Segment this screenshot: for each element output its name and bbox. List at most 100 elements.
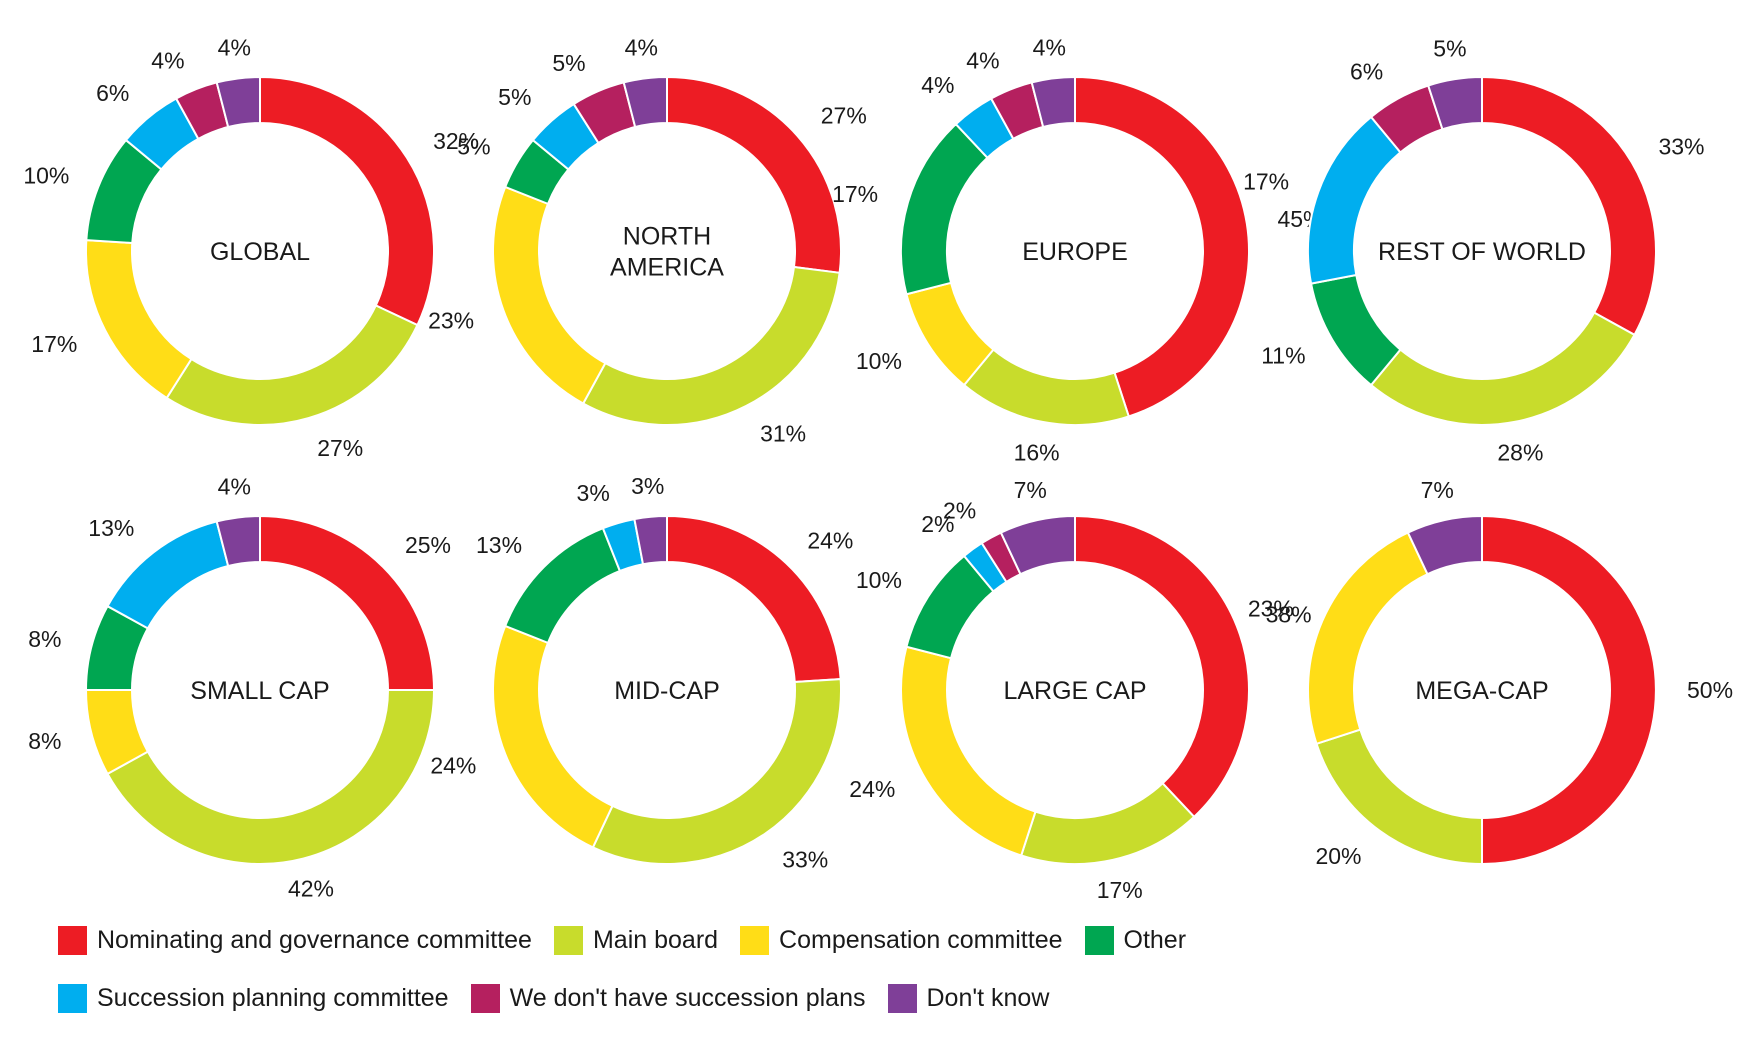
donut-slice-mid-cap-main-board xyxy=(591,678,842,865)
data-label-small-cap-dont-know: 4% xyxy=(218,474,251,500)
data-label-mid-cap-dont-know: 3% xyxy=(631,473,664,499)
legend-swatch-nominating xyxy=(58,925,87,955)
donut-slice-rest-of-world-main-board xyxy=(1369,311,1636,426)
data-label-europe-no-plans: 4% xyxy=(966,47,999,73)
donut-slice-small-cap-main-board xyxy=(106,689,436,865)
donut-large-cap: 38% 17% 24% 10% 2%2% 7% LARGE CAP xyxy=(849,477,1311,903)
data-label-small-cap-main-board: 42% xyxy=(288,876,334,902)
data-label-rest-of-world-other: 11% xyxy=(1261,342,1305,368)
donut-global: 32% 27% 17% 10% 6% 4% 4% GLOBAL xyxy=(23,35,479,461)
data-label-mega-cap-compensation: 23% xyxy=(1248,596,1294,622)
donut-slice-europe-main-board xyxy=(962,348,1131,426)
legend-label-succession: Succession planning committee xyxy=(97,983,449,1012)
donut-rest-of-world: 33% 28% 11% 17% 6% 5% REST OF WORLD xyxy=(1243,36,1704,466)
data-label-mid-cap-compensation: 24% xyxy=(430,752,476,778)
legend-swatch-succession xyxy=(58,983,87,1013)
legend-swatch-other xyxy=(1084,925,1114,955)
legend-row-1: Nominating and governance committee Main… xyxy=(58,922,1358,958)
donut-small-cap: 25% 42% 8% 8% 13% 4% SMALL CAP xyxy=(28,474,451,902)
data-label-small-cap-nominating: 25% xyxy=(405,532,451,558)
data-label-global-dont-know: 4% xyxy=(218,35,251,61)
donut-slice-north-america-main-board xyxy=(581,265,841,426)
data-label-north-america-succession: 5% xyxy=(498,84,531,110)
chart-title-mega-cap: MEGA-CAP xyxy=(1415,677,1548,705)
legend-item-succession: Succession planning committee xyxy=(58,983,449,1013)
data-label-mega-cap-dont-know: 7% xyxy=(1421,477,1454,503)
chart-title-small-cap: SMALL CAP xyxy=(190,677,329,705)
data-label-rest-of-world-no-plans: 6% xyxy=(1350,58,1383,84)
donut-slice-global-dont-know xyxy=(215,75,261,129)
donut-slice-north-america-dont-know xyxy=(622,75,668,129)
data-label-global-no-plans: 4% xyxy=(151,47,184,73)
legend-swatch-main-board xyxy=(553,925,583,955)
legend-row-2: Succession planning committee We don't h… xyxy=(58,980,1358,1016)
data-label-rest-of-world-dont-know: 5% xyxy=(1433,36,1466,62)
data-label-large-cap-nominating: 38% xyxy=(1266,602,1312,628)
donut-slice-europe-nominating xyxy=(1074,75,1251,418)
legend-item-compensation: Compensation committee xyxy=(740,925,1063,955)
chart-title-north-america-line-2: AMERICA xyxy=(610,254,724,282)
data-label-north-america-no-plans: 5% xyxy=(552,50,585,76)
donut-mega-cap: 50% 20% 23% 7% MEGA-CAP xyxy=(1248,477,1733,869)
chart-title-north-america-line-1: NORTH xyxy=(623,223,711,251)
donut-north-america: 27% 31% 23% 5% 5% 5% 4% NORTH AMERICA xyxy=(428,35,867,447)
donut-slice-north-america-compensation xyxy=(492,185,607,405)
legend-item-other: Other xyxy=(1084,925,1187,955)
data-label-mid-cap-main-board: 33% xyxy=(782,847,828,873)
data-label-europe-other: 17% xyxy=(832,181,878,207)
data-label-global-succession: 6% xyxy=(96,80,129,106)
donut-slice-mega-cap-compensation xyxy=(1307,531,1429,746)
legend-label-nominating: Nominating and governance committee xyxy=(97,925,532,954)
donut-slice-mid-cap-dont-know xyxy=(633,514,668,566)
data-label-large-cap-compensation: 24% xyxy=(849,776,895,802)
data-label-small-cap-other: 8% xyxy=(28,626,61,652)
donut-slice-mid-cap-other xyxy=(503,526,622,645)
data-label-north-america-compensation: 23% xyxy=(428,307,474,333)
data-label-mid-cap-nominating: 24% xyxy=(807,528,853,554)
chart-title-global: GLOBAL xyxy=(210,238,310,266)
donut-slice-global-main-board xyxy=(165,304,419,426)
chart-title-rest-of-world: REST OF WORLD xyxy=(1378,238,1586,266)
donut-slice-large-cap-main-board xyxy=(1019,781,1196,865)
legend-label-main-board: Main board xyxy=(592,925,719,954)
data-label-global-other: 10% xyxy=(23,163,69,189)
legend-label-no-plans: We don't have succession plans xyxy=(509,983,866,1012)
data-label-north-america-dont-know: 4% xyxy=(625,35,658,61)
donut-slice-mid-cap-compensation xyxy=(492,624,614,849)
chart-title-mid-cap: MID-CAP xyxy=(614,677,720,705)
donut-slice-mega-cap-nominating xyxy=(1481,514,1657,866)
legend-label-compensation: Compensation committee xyxy=(779,925,1063,954)
donut-slice-global-nominating xyxy=(259,75,435,327)
legend-label-other: Other xyxy=(1123,925,1187,954)
legend-label-dont-know: Don't know xyxy=(926,983,1050,1012)
data-label-large-cap-dont-know: 7% xyxy=(1014,477,1047,503)
data-label-large-cap-main-board: 17% xyxy=(1097,877,1143,903)
donut-slice-large-cap-dont-know xyxy=(999,514,1076,576)
data-label-large-cap-no-plans: 2% xyxy=(943,497,976,523)
data-label-rest-of-world-succession: 17% xyxy=(1243,169,1289,195)
legend-item-main-board: Main board xyxy=(553,925,719,955)
donut-slice-large-cap-nominating xyxy=(1074,514,1250,819)
data-label-global-nominating: 32% xyxy=(433,128,479,154)
data-label-large-cap-other: 10% xyxy=(856,567,902,593)
chart-title-europe: EUROPE xyxy=(1022,238,1128,266)
donut-slice-small-cap-dont-know xyxy=(215,514,261,568)
data-label-rest-of-world-main-board: 28% xyxy=(1497,439,1543,465)
donut-slice-rest-of-world-dont-know xyxy=(1426,75,1483,131)
donut-slice-mega-cap-dont-know xyxy=(1406,514,1483,576)
legend-item-dont-know: Don't know xyxy=(887,983,1050,1013)
data-label-mid-cap-other: 13% xyxy=(476,532,522,558)
data-label-europe-compensation: 10% xyxy=(856,348,902,374)
donut-slice-global-compensation xyxy=(85,239,193,400)
donut-mid-cap: 24% 33% 24% 13% 3% 3% MID-CAP xyxy=(430,473,853,873)
data-label-north-america-other: 5% xyxy=(457,134,490,160)
data-label-small-cap-succession: 13% xyxy=(88,515,134,541)
data-label-large-cap-succession: 2% xyxy=(921,511,954,537)
data-label-north-america-nominating: 27% xyxy=(821,102,867,128)
data-label-europe-main-board: 16% xyxy=(1014,439,1060,465)
data-label-global-main-board: 27% xyxy=(317,435,363,461)
legend-swatch-no-plans xyxy=(470,983,500,1013)
chart-title-large-cap: LARGE CAP xyxy=(1003,677,1146,705)
data-label-europe-succession: 4% xyxy=(921,72,954,98)
